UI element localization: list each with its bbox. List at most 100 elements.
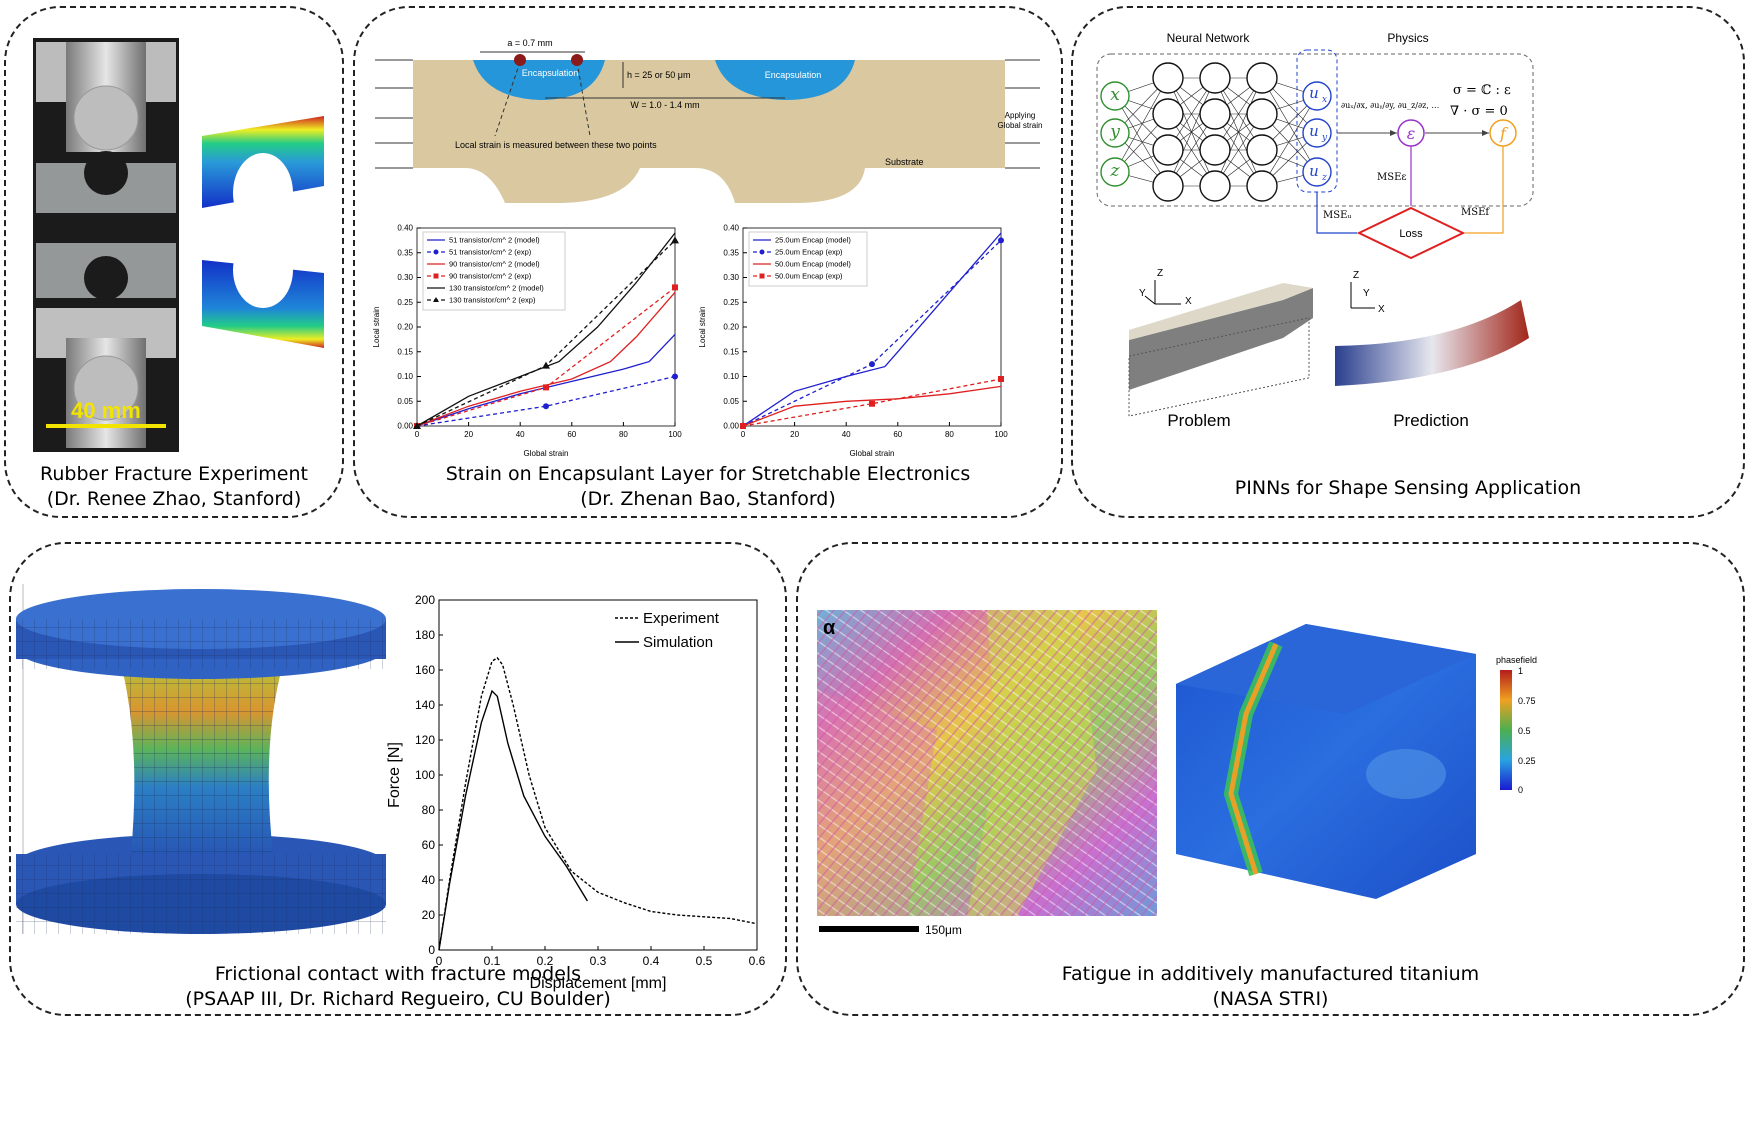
panel-encapsulant: a = 0.7 mm h = 25 or 50 μm W = 1.0 - 1.4… xyxy=(353,6,1063,518)
panel-rubber-fracture: 40 mm Rubber Fracture Experiment (Dr. Re… xyxy=(4,6,344,518)
x-tick-label: 0.4 xyxy=(643,954,660,968)
series-line xyxy=(416,232,676,427)
output-sub-x: x xyxy=(1322,95,1327,105)
nn-node xyxy=(1199,134,1231,166)
y-tick-label: 180 xyxy=(415,628,435,642)
x-tick-label: 60 xyxy=(893,430,902,439)
y-tick-label: 0 xyxy=(428,943,435,957)
encap-label-2: Encapsulation xyxy=(765,70,822,80)
x-tick-label: 0 xyxy=(436,954,443,968)
nn-node xyxy=(1199,62,1231,94)
chart-transistor-density: 0 20 40 60 80 100 0.00 0.05 0.10 0.15 0.20 0.25 0.30… xyxy=(372,224,682,458)
mse-eps: MSEε xyxy=(1377,172,1407,183)
y-tick-label: 0.15 xyxy=(723,347,739,356)
legend-box xyxy=(422,231,566,311)
caption-title: Rubber Fracture Experiment xyxy=(40,463,308,485)
caption-title: Frictional contact with fracture models xyxy=(214,963,582,985)
data-point xyxy=(869,361,875,368)
colorbar-tick: 0.25 xyxy=(1518,756,1536,766)
nn-node xyxy=(1152,98,1184,130)
y-tick-label: 0.30 xyxy=(723,273,739,282)
legend-label: 130 transistor/cm^ 2 (model) xyxy=(449,284,544,293)
nn-node xyxy=(1302,118,1332,148)
nn-node xyxy=(1246,170,1278,202)
x-tick-label: 80 xyxy=(619,430,628,439)
axis-x-label-2: X xyxy=(1378,304,1385,315)
colorbar-tick: 0.75 xyxy=(1518,696,1536,706)
y-tick-label: 140 xyxy=(415,698,435,712)
y-tick-label: 0.00 xyxy=(723,422,739,431)
encap-diagram: a = 0.7 mm h = 25 or 50 μm W = 1.0 - 1.4… xyxy=(375,38,1043,203)
nn-node xyxy=(1302,81,1332,111)
legend-label: Experiment xyxy=(643,610,720,627)
y-axis-label: Force [N] xyxy=(386,742,403,808)
y-tick-label: 0.25 xyxy=(397,298,413,307)
x-tick-label: 0.6 xyxy=(749,954,766,968)
nn-node xyxy=(1152,134,1184,166)
legend-label: 51 transistor/cm^ 2 (model) xyxy=(449,236,540,245)
data-point xyxy=(672,373,678,380)
y-tick-label: 0.40 xyxy=(723,224,739,233)
phasefield-colorbar: phasefield 1 0.75 0.5 0.25 0 xyxy=(1496,655,1537,795)
f-node: f xyxy=(1499,124,1509,143)
series-line xyxy=(416,375,676,427)
nn-node xyxy=(1100,81,1130,111)
equilibrium-eq: ∇ · σ = 0 xyxy=(1450,104,1508,119)
axis-x-label: X xyxy=(1185,296,1192,307)
physics-title: Physics xyxy=(1387,31,1428,45)
y-tick-label: 20 xyxy=(422,908,436,922)
legend-label: 25.0um Encap (model) xyxy=(775,236,851,245)
colorbar-tick: 1 xyxy=(1518,666,1523,676)
y-tick-label: 0.40 xyxy=(397,224,413,233)
caption-title: PINNs for Shape Sensing Application xyxy=(1234,477,1582,499)
y-tick-label: 160 xyxy=(415,663,435,677)
series-line xyxy=(416,291,676,427)
data-point xyxy=(542,361,550,369)
loss-node: Loss xyxy=(1399,228,1423,240)
data-point xyxy=(869,400,875,407)
panel-frictional-contact: 0 0.1 0.2 0.3 0.4 0.5 0.6 0 20 40 60 80 100 120 140 160… xyxy=(9,542,787,1016)
local-strain-note: Local strain is measured between these t… xyxy=(455,140,657,150)
constitutive-eq: σ = ℂ : ε xyxy=(1453,83,1511,98)
x-tick-label: 0 xyxy=(741,430,746,439)
data-point xyxy=(413,422,421,429)
chart-force-displacement: 0 0.1 0.2 0.3 0.4 0.5 0.6 0 20 40 60 80 100 120 140 160… xyxy=(386,593,766,992)
y-tick-label: 0.25 xyxy=(723,298,739,307)
x-tick-label: 20 xyxy=(790,430,799,439)
chart-encap-thickness: 0 20 40 60 80 100 0.00 0.05 0.10 0.15 0.20 0.25 0.30… xyxy=(698,224,1008,458)
y-tick-label: 100 xyxy=(415,768,435,782)
y-axis-label: Local strain xyxy=(372,307,381,348)
scale-bar-label: 150μm xyxy=(925,923,962,937)
caption-subtitle: (Dr. Renee Zhao, Stanford) xyxy=(46,488,302,510)
axis-z-label-2: Z xyxy=(1353,270,1359,281)
prediction-label: Prediction xyxy=(1393,411,1469,430)
dim-w: W = 1.0 - 1.4 mm xyxy=(630,100,699,110)
y-tick-label: 0.15 xyxy=(397,347,413,356)
legend-label: 130 transistor/cm^ 2 (exp) xyxy=(449,296,536,305)
x-tick-label: 0.3 xyxy=(590,954,607,968)
nn-edge xyxy=(1167,77,1216,187)
dim-a: a = 0.7 mm xyxy=(507,38,552,48)
input-z: z xyxy=(1110,161,1121,181)
y-tick-label: 0.35 xyxy=(397,248,413,257)
nn-node xyxy=(1152,62,1184,94)
x-tick-label: 40 xyxy=(842,430,851,439)
data-point xyxy=(543,403,549,410)
global-strain-label: Global strain xyxy=(998,121,1043,130)
legend-label: Simulation xyxy=(643,634,713,651)
series-line xyxy=(416,333,676,427)
x-tick-label: 0 xyxy=(415,430,420,439)
nn-node xyxy=(1100,157,1130,187)
nn-edge xyxy=(1261,95,1318,187)
data-point xyxy=(998,237,1004,244)
x-tick-label: 100 xyxy=(994,430,1008,439)
legend-box xyxy=(748,231,868,287)
y-tick-label: 0.10 xyxy=(723,372,739,381)
legend-label: 90 transistor/cm^ 2 (model) xyxy=(449,260,540,269)
y-tick-label: 120 xyxy=(415,733,435,747)
series-line xyxy=(438,656,758,951)
output-ux: u xyxy=(1309,84,1319,102)
nn-title: Neural Network xyxy=(1167,31,1251,45)
x-tick-label: 100 xyxy=(668,430,682,439)
y-tick-label: 0.05 xyxy=(397,397,413,406)
